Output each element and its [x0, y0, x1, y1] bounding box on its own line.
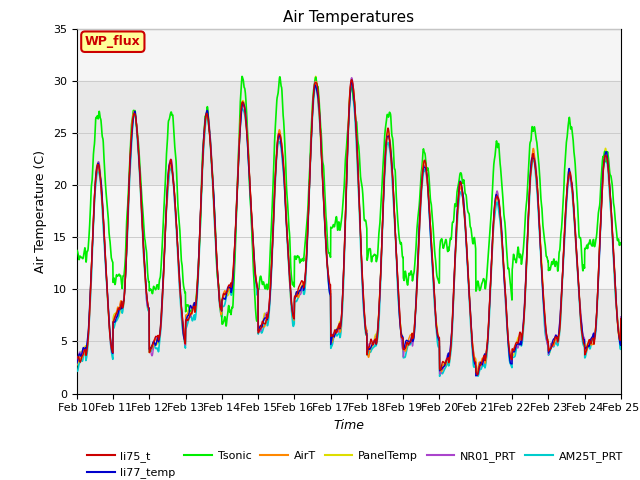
- Tsonic: [222, 323, 230, 329]
- li75_t: [73, 356, 81, 361]
- li75_t: [225, 283, 232, 288]
- Line: AirT: AirT: [77, 82, 621, 372]
- AM25T_PRT: [365, 350, 372, 356]
- li75_t: [617, 316, 625, 322]
- Line: li75_t: li75_t: [77, 80, 621, 375]
- PanelTemp: [508, 360, 515, 365]
- NR01_PRT: [584, 341, 592, 347]
- li77_temp: [570, 195, 577, 201]
- Tsonic: [508, 289, 515, 295]
- li77_temp: [617, 322, 625, 328]
- li75_t: [474, 372, 481, 378]
- PanelTemp: [365, 347, 372, 353]
- li77_temp: [348, 77, 356, 83]
- AirT: [584, 340, 592, 346]
- AM25T_PRT: [348, 80, 355, 85]
- PanelTemp: [584, 340, 592, 346]
- Legend: li75_t, li77_temp, Tsonic, AirT, PanelTemp, NR01_PRT, AM25T_PRT: li75_t, li77_temp, Tsonic, AirT, PanelTe…: [83, 446, 627, 480]
- Tsonic: [73, 248, 81, 253]
- li75_t: [376, 277, 384, 283]
- li77_temp: [376, 276, 384, 282]
- Bar: [77, 289, 621, 394]
- AirT: [312, 79, 320, 84]
- AirT: [73, 360, 81, 366]
- PanelTemp: [617, 319, 625, 325]
- AirT: [225, 285, 232, 291]
- AirT: [508, 355, 515, 360]
- AirT: [473, 370, 481, 375]
- PanelTemp: [570, 195, 577, 201]
- li75_t: [584, 340, 592, 346]
- Tsonic: [584, 241, 592, 247]
- Bar: [77, 81, 621, 185]
- Tsonic: [238, 73, 246, 79]
- AirT: [617, 317, 625, 323]
- PanelTemp: [376, 275, 384, 280]
- li77_temp: [73, 361, 81, 367]
- PanelTemp: [436, 371, 444, 377]
- AirT: [376, 278, 384, 284]
- AM25T_PRT: [584, 343, 592, 349]
- NR01_PRT: [348, 75, 356, 81]
- li77_temp: [225, 284, 232, 290]
- Tsonic: [225, 303, 232, 309]
- Bar: [77, 185, 621, 289]
- NR01_PRT: [617, 314, 625, 320]
- li77_temp: [472, 373, 480, 379]
- li75_t: [348, 77, 356, 83]
- li77_temp: [365, 346, 372, 351]
- NR01_PRT: [472, 372, 480, 377]
- Line: li77_temp: li77_temp: [77, 80, 621, 376]
- li75_t: [570, 198, 577, 204]
- AM25T_PRT: [73, 369, 81, 374]
- PanelTemp: [225, 292, 232, 298]
- Title: Air Temperatures: Air Temperatures: [284, 10, 414, 25]
- PanelTemp: [312, 73, 319, 79]
- AM25T_PRT: [508, 363, 515, 369]
- NR01_PRT: [508, 360, 515, 365]
- PanelTemp: [73, 362, 81, 368]
- li75_t: [365, 344, 372, 350]
- AirT: [365, 355, 372, 360]
- Tsonic: [365, 246, 372, 252]
- AM25T_PRT: [617, 326, 625, 332]
- Text: WP_flux: WP_flux: [85, 35, 141, 48]
- X-axis label: Time: Time: [333, 419, 364, 432]
- AM25T_PRT: [436, 373, 444, 379]
- li77_temp: [508, 361, 515, 367]
- Line: Tsonic: Tsonic: [77, 76, 621, 326]
- NR01_PRT: [73, 357, 81, 363]
- Y-axis label: Air Temperature (C): Air Temperature (C): [35, 150, 47, 273]
- Line: AM25T_PRT: AM25T_PRT: [77, 83, 621, 376]
- Tsonic: [377, 204, 385, 210]
- NR01_PRT: [570, 198, 577, 204]
- AM25T_PRT: [570, 204, 577, 209]
- NR01_PRT: [225, 287, 232, 292]
- AirT: [570, 197, 577, 203]
- li77_temp: [584, 343, 592, 349]
- Tsonic: [617, 241, 625, 247]
- Line: NR01_PRT: NR01_PRT: [77, 78, 621, 374]
- AM25T_PRT: [376, 284, 384, 290]
- Tsonic: [570, 138, 577, 144]
- AM25T_PRT: [225, 288, 232, 293]
- li75_t: [508, 356, 515, 362]
- NR01_PRT: [365, 342, 372, 348]
- Line: PanelTemp: PanelTemp: [77, 76, 621, 374]
- NR01_PRT: [376, 278, 384, 284]
